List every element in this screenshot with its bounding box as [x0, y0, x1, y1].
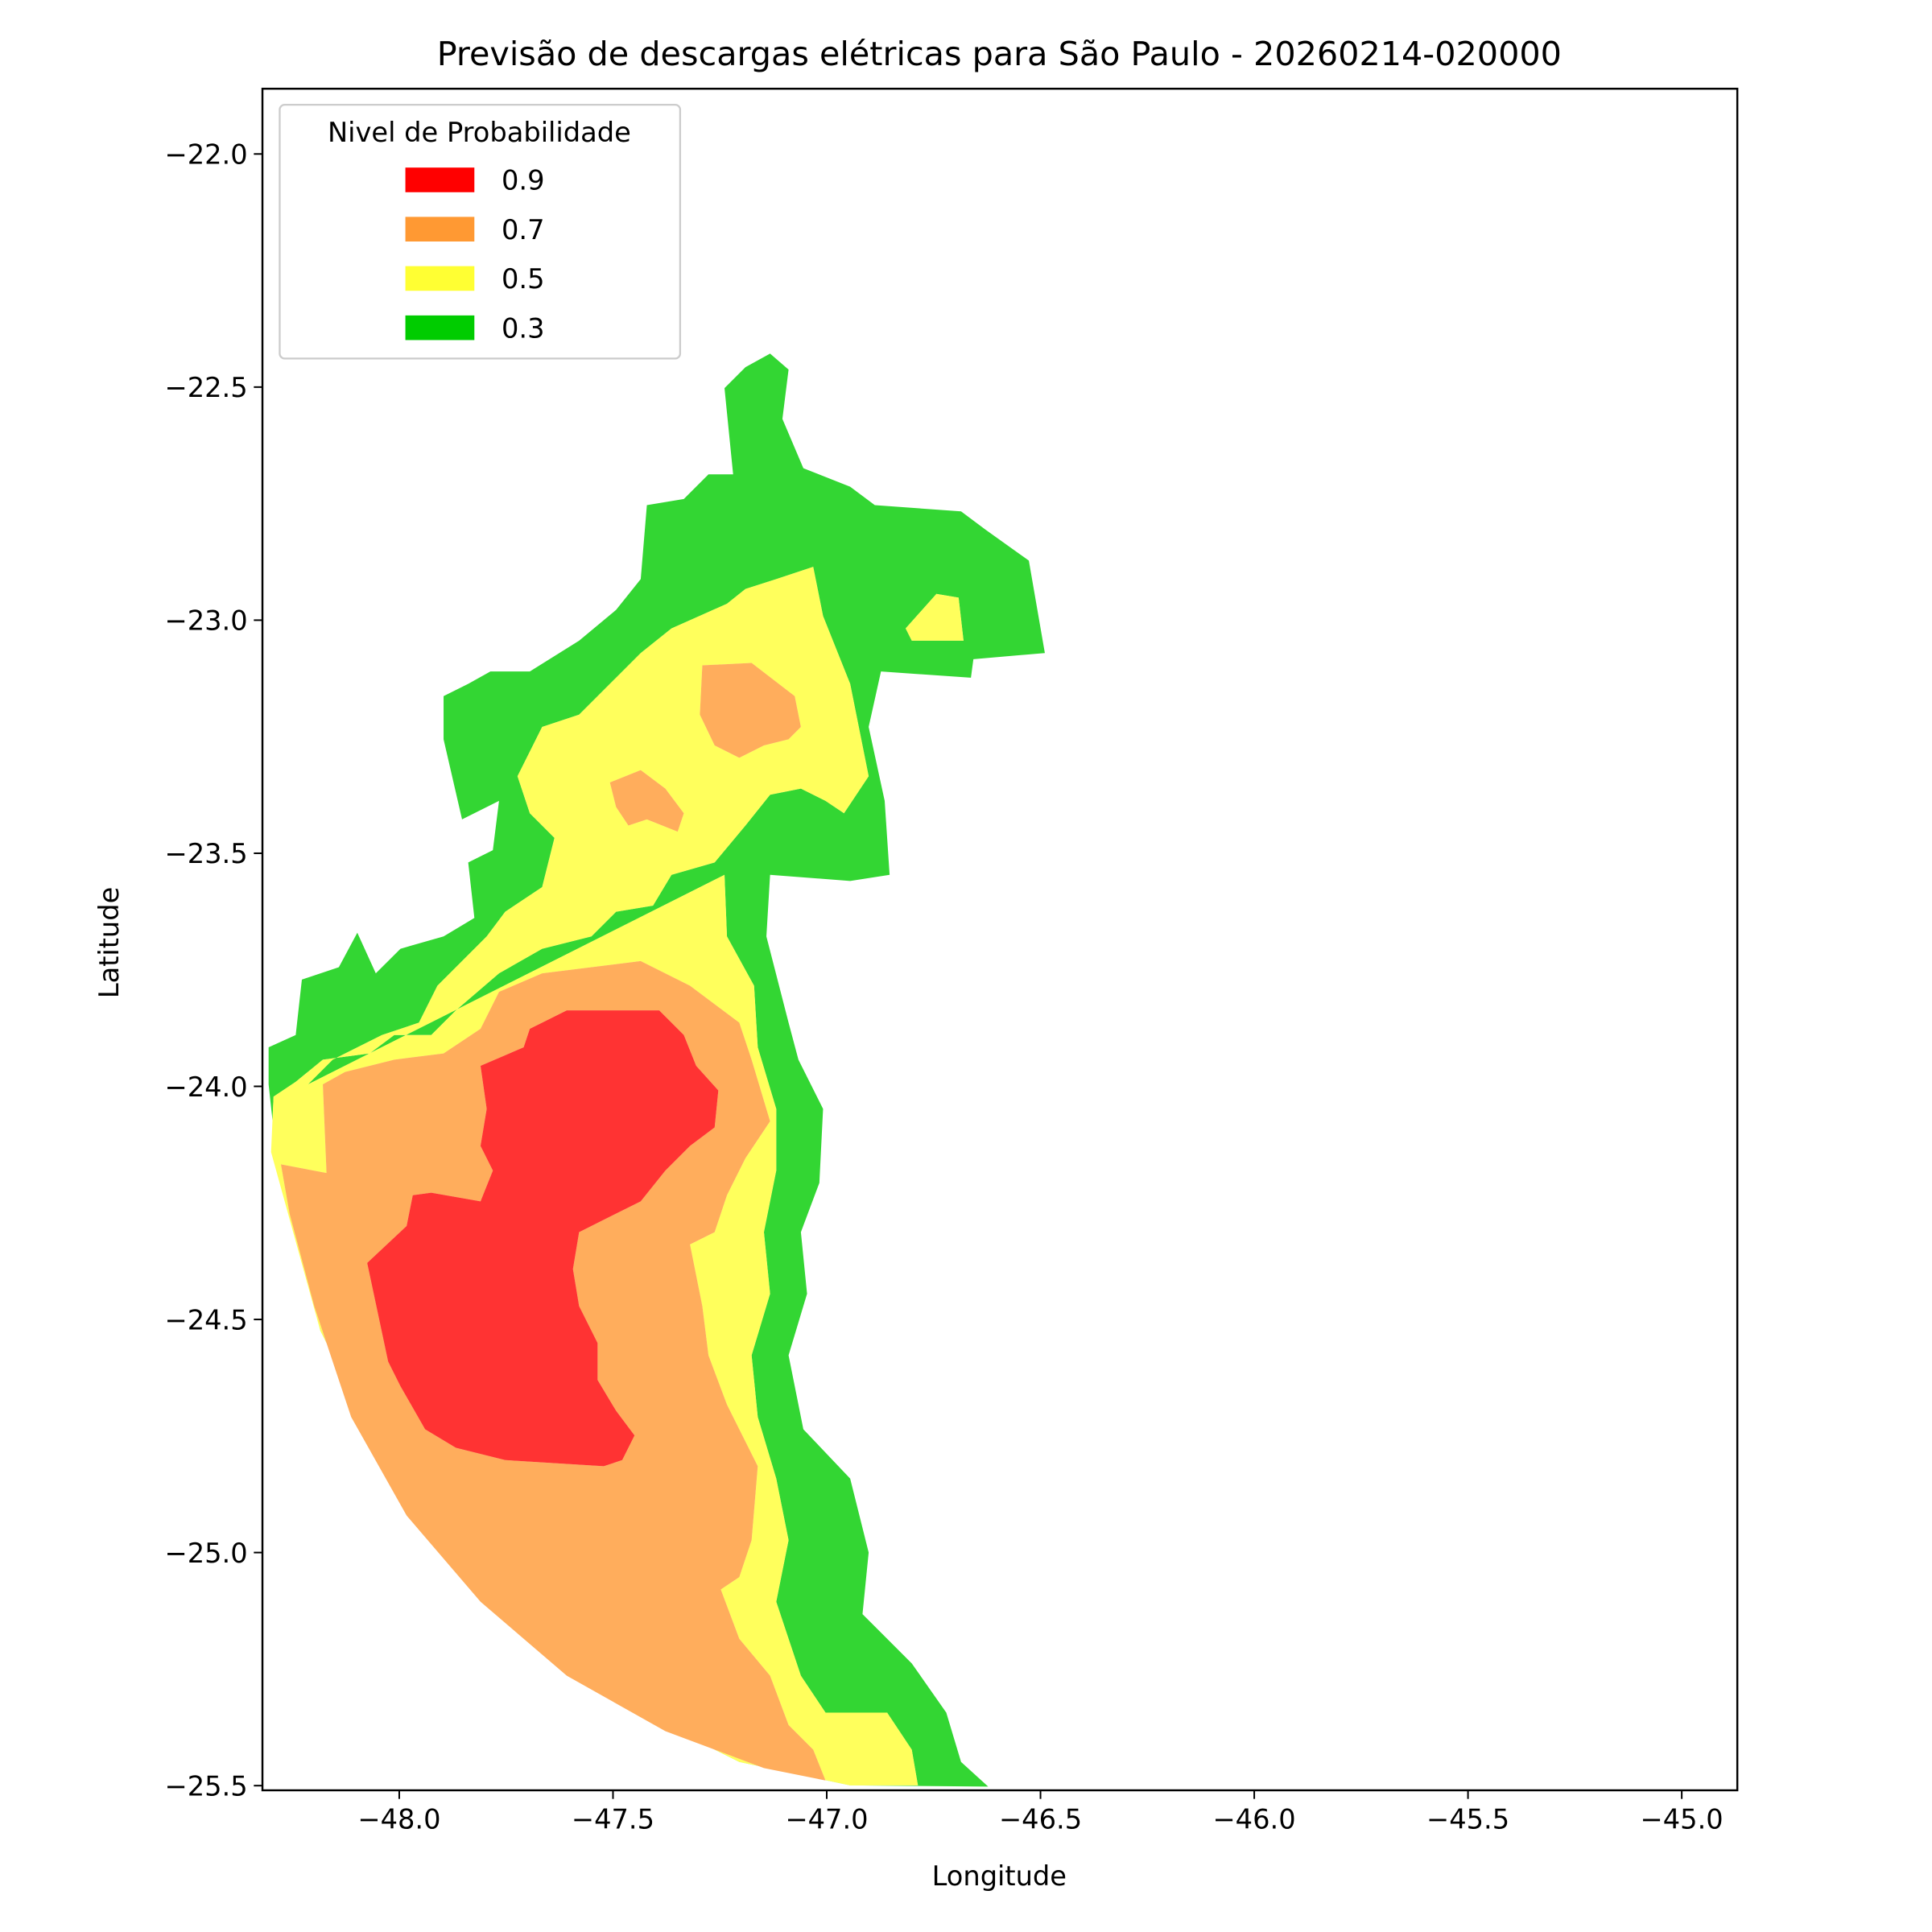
y-tick-label: −23.0: [165, 605, 248, 637]
legend: Nivel de Probabilidade 0.9 0.7 0.5 0.3: [279, 103, 682, 360]
legend-box: [279, 103, 682, 360]
y-tick-label: −25.5: [165, 1770, 248, 1802]
x-tick-label: −45.5: [1426, 1803, 1509, 1835]
y-tick-label: −25.0: [165, 1538, 248, 1569]
y-tick-label: −22.5: [165, 372, 248, 403]
contour-region: [906, 593, 964, 641]
axes-frame: [261, 87, 1739, 1792]
legend-label: 0.9: [502, 165, 545, 196]
legend-label: 0.7: [502, 214, 545, 246]
x-tick-label: −47.5: [572, 1803, 654, 1835]
x-tick-label: −45.0: [1641, 1803, 1724, 1835]
contour-region: [609, 770, 684, 832]
legend-swatch: [405, 217, 475, 242]
legend-title: Nivel de Probabilidade: [328, 117, 631, 148]
x-tick-label: −46.0: [1212, 1803, 1295, 1835]
x-tick-label: −47.0: [785, 1803, 868, 1835]
legend-label: 0.5: [502, 263, 545, 295]
contour-region: [367, 1010, 719, 1467]
legend-swatch: [405, 315, 475, 341]
x-tick-label: −48.0: [357, 1803, 440, 1835]
y-axis-label: Latitude: [93, 887, 125, 999]
y-tick-label: −23.5: [165, 838, 248, 869]
legend-label: 0.3: [502, 312, 545, 344]
chart-title: Previsão de descargas elétricas para São…: [437, 35, 1562, 73]
x-tick-label: −46.5: [999, 1803, 1082, 1835]
y-tick-label: −22.0: [165, 139, 248, 171]
x-axis-label: Longitude: [932, 1860, 1067, 1892]
contour-region: [700, 663, 801, 758]
legend-swatch: [405, 167, 475, 192]
y-tick-label: −24.0: [165, 1071, 248, 1103]
y-tick-label: −24.5: [165, 1304, 248, 1335]
legend-swatch: [405, 266, 475, 291]
plot-area: [268, 353, 1045, 1787]
